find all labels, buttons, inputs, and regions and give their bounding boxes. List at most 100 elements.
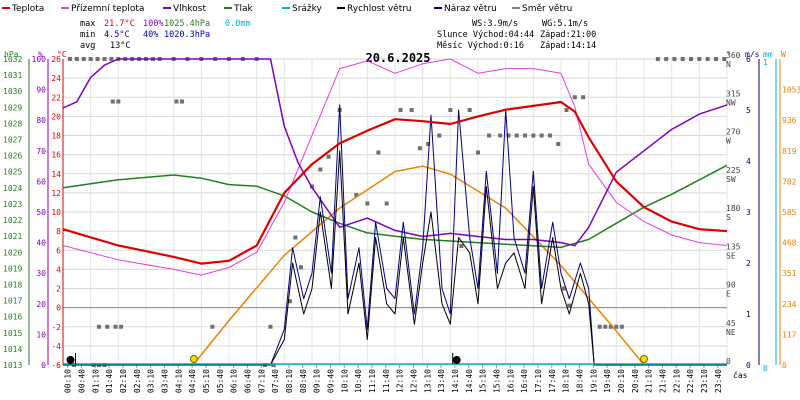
wdir-tick-label: 315 [726,89,741,98]
pressure-tick-label: 1017 [3,297,22,306]
x-tick-label: 11:10 [368,369,377,393]
axis-header-rad: W [781,50,786,59]
wind-direction-point [174,99,179,104]
pressure-tick-label: 1014 [3,345,22,354]
pressure-tick-label: 1032 [3,55,22,64]
humidity-tick-label: 0 [41,361,46,370]
wind-direction-point [398,108,403,112]
x-tick-label: 01:40 [105,369,114,393]
stats: max 21.7°C 100% 1025.4hPa 0.0mm min 4.5°… [80,19,596,51]
humidity-tick-label: 80 [36,116,46,125]
x-tick-label: 03:10 [147,369,156,393]
pressure-tick-label: 1016 [3,313,22,322]
wind-direction-point [603,324,608,329]
legend-prizemni-teplota: Přízemní teplota [71,4,144,14]
wind-direction-point [487,133,492,138]
x-tick-label: 18:40 [575,369,584,393]
x-tick-label: 23:10 [700,369,709,393]
wind-direction-point [614,324,619,329]
wind-direction-point [539,133,544,138]
axis-header-wspeed: m/s [745,50,760,59]
wind-direction-point [179,99,184,104]
wind-direction-point [459,244,464,248]
axis-header-humidity: % [38,50,43,59]
wind-direction-point [74,57,79,61]
x-tick-label: 15:10 [479,369,488,393]
wind-direction-point [572,95,577,100]
x-tick-label: 05:40 [216,369,225,393]
legend-smer-vetru: Směr větru [522,4,572,14]
wspeed-tick-label: 0 [746,361,751,370]
temp-tick-label: -4 [51,342,61,351]
x-tick-label: 07:40 [271,369,280,393]
wind-direction-point [664,57,669,61]
stats-sun: Slunce Východ:04:44 [437,30,534,40]
legend-teplota: Teplota [11,4,44,14]
wind-direction-point [437,133,442,138]
wind-direction-point [448,108,453,112]
temp-tick-label: 0 [56,304,61,313]
stats-min-label: min [80,30,95,40]
pressure-tick-label: 1026 [3,152,22,161]
temp-tick-label: 8 [56,227,61,236]
stats-moon-set: Západ:14:14 [540,41,596,51]
humidity-tick-label: 50 [36,208,46,217]
wind-direction-point [672,57,677,61]
moonrise-marker [66,356,75,364]
stats-wg: WG:5.1m/s [542,19,588,29]
wind-direction-point [109,57,114,61]
wind-direction-point [556,142,561,146]
x-tick-label: 02:10 [119,369,128,393]
x-tick-label: 19:10 [589,369,598,393]
wind-direction-point [88,57,93,61]
stats-sun-set: Západ:21:00 [540,30,596,40]
x-tick-label: 06:40 [243,369,252,393]
temp-tick-label: 24 [51,74,61,83]
stats-avg-label: avg [80,41,95,51]
stats-max-hum: 100% [143,19,163,29]
stats-min-press: 1020.3hPa [164,30,210,40]
rad-tick-label: 234 [782,300,797,309]
wspeed-tick-label: 4 [746,157,751,166]
temp-tick-label: -6 [51,361,61,370]
x-tick-label: 02:40 [133,369,142,393]
x-tick-label: 22:10 [672,369,681,393]
x-tick-label: 14:40 [465,369,474,393]
pressure-tick-label: 1029 [3,103,22,112]
wind-direction-point [210,324,215,329]
wind-direction-point [376,150,381,155]
sunset-marker [640,355,648,363]
wdir-tick-name: N [726,60,731,69]
humidity-tick-label: 70 [36,147,46,156]
wdir-tick-name: S [726,213,731,222]
wdir-tick-label: 135 [726,242,741,251]
wind-direction-point [561,286,566,291]
pressure-tick-label: 1013 [3,361,22,370]
wind-direction-point [102,57,107,61]
x-tick-label: 23:40 [714,369,723,393]
x-tick-label: 03:40 [160,369,169,393]
wind-direction-point [116,99,121,104]
wind-direction-point [531,133,536,138]
wdir-tick-label: 45 [726,319,736,328]
temp-tick-label: -2 [51,323,61,332]
x-tick-label: 20:40 [631,369,640,393]
series-lines [62,58,728,366]
sunrise-marker [189,355,198,363]
wind-direction-point [564,108,569,112]
wind-direction-point [81,57,86,61]
series-line-vlhkost [62,58,728,247]
wind-direction-point [293,235,298,240]
x-tick-label: 01:10 [91,369,100,393]
wind-direction-point [713,57,718,61]
wdir-tick-name: W [726,137,731,146]
wind-direction-point [567,303,572,308]
pressure-tick-label: 1021 [3,232,22,241]
wind-direction-point [67,57,72,61]
series-line-tlak [62,164,728,249]
stats-moon: Měsíc Východ:0:16 [437,41,524,51]
chart-title: 20.6.2025 [365,51,430,65]
wind-direction-point [581,95,586,100]
wind-direction-point [354,193,359,197]
